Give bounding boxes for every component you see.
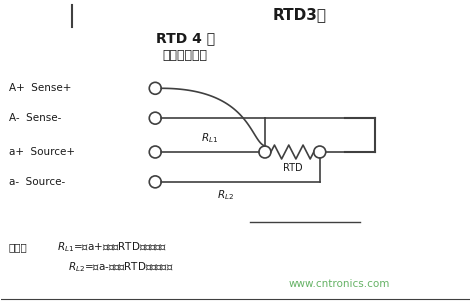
Text: 注意：: 注意： xyxy=(8,243,27,253)
Text: （精度最高）: （精度最高） xyxy=(162,49,208,62)
Text: a+  Source+: a+ Source+ xyxy=(8,147,75,157)
Text: RTD3线: RTD3线 xyxy=(273,7,327,22)
Text: A-  Sense-: A- Sense- xyxy=(8,113,61,123)
Text: a-  Source-: a- Source- xyxy=(8,177,65,187)
Text: $R_{L1}$: $R_{L1}$ xyxy=(202,131,219,145)
Text: $R_{L1}$=从a+端子到RTD的导线电阻: $R_{L1}$=从a+端子到RTD的导线电阻 xyxy=(57,241,167,254)
Text: $R_{L2}$=从a-端子到RTD的导线电阻: $R_{L2}$=从a-端子到RTD的导线电阻 xyxy=(68,261,174,274)
Text: www.cntronics.com: www.cntronics.com xyxy=(289,279,390,290)
Text: RTD 4 线: RTD 4 线 xyxy=(155,31,215,46)
Text: RTD: RTD xyxy=(283,163,302,173)
Text: $R_{L2}$: $R_{L2}$ xyxy=(217,188,234,202)
Text: A+  Sense+: A+ Sense+ xyxy=(8,83,71,93)
